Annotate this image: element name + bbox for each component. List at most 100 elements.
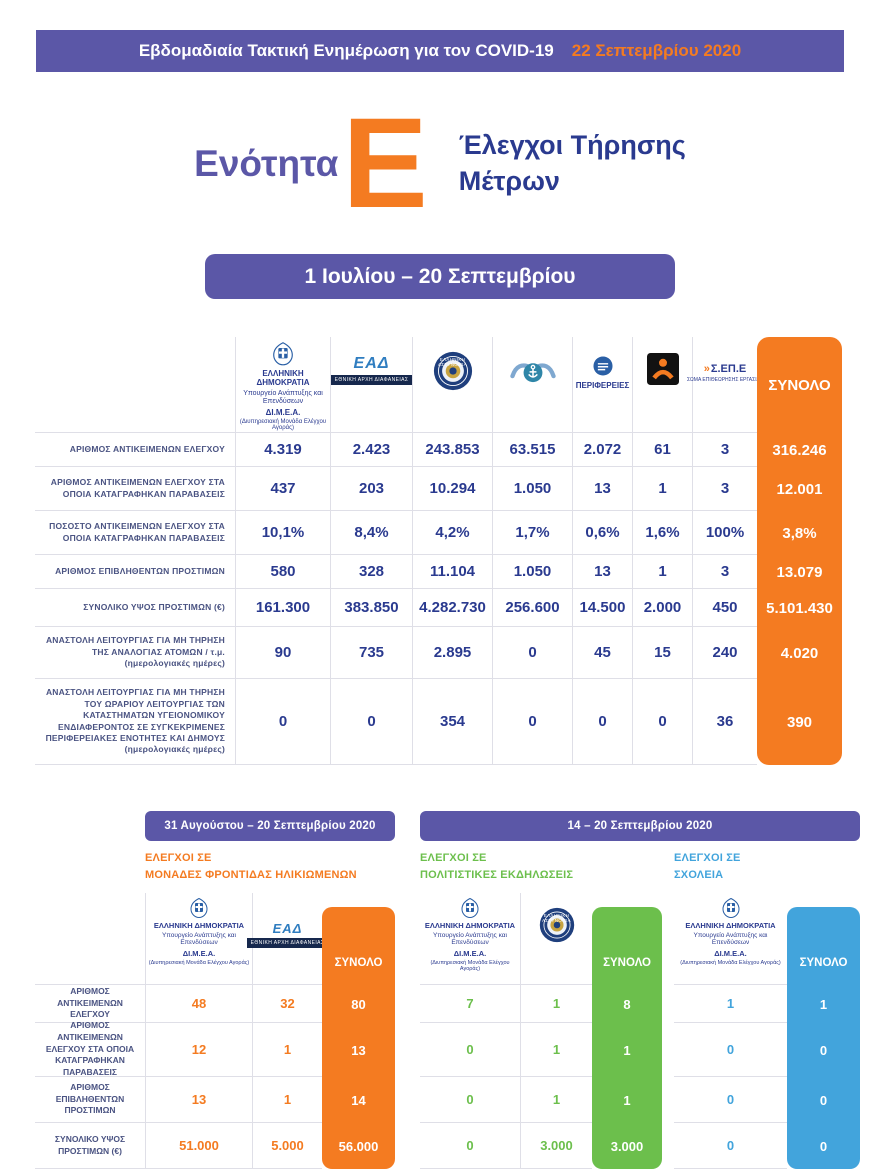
total-cell: 12.001 bbox=[757, 467, 842, 511]
value-cell: 1,6% bbox=[632, 511, 692, 555]
group-heading-cultural: ΕΛΕΓΧΟΙ ΣΕ ΠΟΛΙΤΙΣΤΙΚΕΣ ΕΚΔΗΛΩΣΕΙΣ bbox=[420, 841, 662, 893]
row-label: ΑΡΙΘΜΟΣ ΕΠΙΒΛΗΘΕΝΤΩΝ ΠΡΟΣΤΙΜΩΝ bbox=[35, 555, 235, 589]
total-cell: 1 bbox=[592, 1023, 662, 1077]
total-cell: 0 bbox=[787, 1023, 860, 1077]
value-cell: 100% bbox=[692, 511, 757, 555]
value-cell: 1 bbox=[520, 985, 592, 1023]
value-cell: 0 bbox=[492, 679, 572, 765]
police-badge: ΕΛΛΗΝΙΚΗ ΑΣΤΥΝΟΜΙΑ bbox=[433, 351, 473, 396]
value-cell: 0,6% bbox=[572, 511, 632, 555]
value-cell: 2.072 bbox=[572, 433, 632, 467]
value-cell: 90 bbox=[235, 627, 330, 679]
elderly-header-ead: ΕΑΔ ΕΘΝΙΚΗ ΑΡΧΗ ΔΙΑΦΑΝΕΙΑΣ bbox=[246, 893, 329, 985]
value-cell: 383.850 bbox=[330, 589, 412, 627]
cultural-header-dimea: ΕΛΛΗΝΙΚΗ ΔΗΜΟΚΡΑΤΙΑ Υπουργείο Ανάπτυξης … bbox=[420, 893, 520, 985]
heading-line2: ΜΟΝΑΔΕΣ ΦΡΟΝΤΙΔΑΣ ΗΛΙΚΙΩΜΕΝΩΝ bbox=[145, 868, 357, 881]
value-cell: 1 bbox=[632, 555, 692, 589]
gap bbox=[395, 985, 420, 1023]
value-cell: 4.319 bbox=[235, 433, 330, 467]
value-cell: 45 bbox=[572, 627, 632, 679]
ead-full-name: ΕΘΝΙΚΗ ΑΡΧΗ ΔΙΑΦΑΝΕΙΑΣ bbox=[246, 938, 329, 948]
org-unit: ΔΙ.Μ.Ε.Α. bbox=[265, 407, 301, 417]
elderly-header-total: ΣΥΝΟΛΟ bbox=[322, 907, 395, 985]
total-cell: 13.079 bbox=[757, 555, 842, 589]
value-cell: 0 bbox=[330, 679, 412, 765]
row-label: ΑΡΙΘΜΟΣ ΑΝΤΙΚΕΙΜΕΝΩΝ ΕΛΕΓΧΟΥ bbox=[35, 433, 235, 467]
column-header-ead: ΕΑΔ ΕΘΝΙΚΗ ΑΡΧΗ ΔΙΑΦΑΝΕΙΑΣ bbox=[330, 337, 413, 433]
regions-emblem-icon bbox=[592, 356, 613, 376]
value-cell: 0 bbox=[492, 627, 572, 679]
value-cell: 0 bbox=[674, 1023, 787, 1077]
heading-line1: ΕΛΕΓΧΟΙ ΣΕ bbox=[420, 852, 487, 864]
gap bbox=[395, 893, 420, 985]
sepe-full-name: ΣΩΜΑ ΕΠΙΘΕΩΡΗΣΗΣ ΕΡΓΑΣΙΑΣ bbox=[686, 377, 764, 383]
bottom-corner bbox=[35, 811, 145, 841]
gap bbox=[395, 1023, 420, 1077]
value-cell: 15 bbox=[632, 627, 692, 679]
value-cell: 1.050 bbox=[492, 555, 572, 589]
total-cell: 8 bbox=[592, 985, 662, 1023]
org-ministry: Υπουργείο Ανάπτυξης και Επενδύσεων bbox=[162, 932, 236, 947]
police-badge-icon bbox=[433, 351, 472, 391]
report-title: Εβδομαδιαία Τακτική Ενημέρωση για τον CO… bbox=[138, 41, 554, 60]
schools-header-dimea: ΕΛΛΗΝΙΚΗ ΔΗΜΟΚΡΑΤΙΑ Υπουργείο Ανάπτυξης … bbox=[674, 893, 787, 985]
labor-inspectorate-logo-icon bbox=[646, 353, 679, 385]
row-label: ΑΡΙΘΜΟΣ ΑΝΤΙΚΕΙΜΕΝΩΝ ΕΛΕΓΧΟΥ bbox=[35, 985, 145, 1023]
value-cell: 243.853 bbox=[412, 433, 492, 467]
gap bbox=[395, 841, 420, 893]
value-cell: 3 bbox=[692, 433, 757, 467]
row-label: ΠΟΣΟΣΤΟ ΑΝΤΙΚΕΙΜΕΝΩΝ ΕΛΕΓΧΟΥ ΣΤΑ ΟΠΟΙΑ Κ… bbox=[35, 511, 235, 555]
value-cell: 0 bbox=[632, 679, 692, 765]
value-cell: 161.300 bbox=[235, 589, 330, 627]
value-cell: 61 bbox=[632, 433, 692, 467]
value-cell: 3 bbox=[692, 555, 757, 589]
hellenic-republic-emblem-icon bbox=[721, 897, 740, 919]
value-cell: 240 bbox=[692, 627, 757, 679]
value-cell: 36 bbox=[692, 679, 757, 765]
heading-line2: ΣΧΟΛΕΙΑ bbox=[674, 868, 724, 881]
gap bbox=[662, 841, 674, 893]
value-cell: 12 bbox=[145, 1023, 252, 1077]
value-cell: 1 bbox=[632, 467, 692, 511]
total-cell: 4.020 bbox=[757, 627, 842, 679]
total-cell: 80 bbox=[322, 985, 395, 1023]
value-cell: 2.895 bbox=[412, 627, 492, 679]
value-cell: 437 bbox=[235, 467, 330, 511]
hellenic-republic-emblem-icon bbox=[273, 342, 293, 366]
column-header-labor bbox=[632, 337, 692, 433]
police-badge-icon bbox=[539, 907, 574, 943]
value-cell: 1,7% bbox=[492, 511, 572, 555]
value-cell: 13 bbox=[572, 467, 632, 511]
ead-logo-icon: ΕΑΔ bbox=[353, 355, 390, 372]
value-cell: 450 bbox=[692, 589, 757, 627]
total-cell: 1 bbox=[787, 985, 860, 1023]
value-cell: 10,1% bbox=[235, 511, 330, 555]
column-header-total: ΣΥΝΟΛΟ bbox=[757, 337, 842, 433]
banner-week-period: 14 – 20 Σεπτεμβρίου 2020 bbox=[420, 811, 860, 841]
row-label: ΑΡΙΘΜΟΣ ΕΠΙΒΛΗΘΕΝΤΩΝ ΠΡΟΣΤΙΜΩΝ bbox=[35, 1077, 145, 1123]
value-cell: 0 bbox=[420, 1077, 520, 1123]
column-header-coastguard bbox=[492, 337, 572, 433]
value-cell: 1 bbox=[674, 985, 787, 1023]
value-cell: 1 bbox=[520, 1023, 592, 1077]
value-cell: 2.000 bbox=[632, 589, 692, 627]
value-cell: 580 bbox=[235, 555, 330, 589]
row-label: ΣΥΝΟΛΙΚΟ ΥΨΟΣ ΠΡΟΣΤΙΜΩΝ (€) bbox=[35, 1123, 145, 1169]
section-header: Ενότητα E Έλεγχοι Τήρησης Μέτρων bbox=[0, 98, 880, 230]
value-cell: 5.000 bbox=[252, 1123, 322, 1169]
group-heading-schools: ΕΛΕΓΧΟΙ ΣΕ ΣΧΟΛΕΙΑ bbox=[674, 841, 860, 893]
org-ministry: Υπουργείο Ανάπτυξης και Επενδύσεων bbox=[433, 932, 507, 947]
hellenic-republic-emblem-icon bbox=[461, 897, 479, 919]
org-name: ΕΛΛΗΝΙΚΗ ΔΗΜΟΚΡΑΤΙΑ bbox=[424, 921, 516, 930]
value-cell: 63.515 bbox=[492, 433, 572, 467]
section-letter-icon: E bbox=[342, 91, 427, 235]
org-unit-full: (Διυπηρεσιακή Μονάδα Ελέγχου Αγοράς) bbox=[680, 959, 781, 966]
main-table-corner bbox=[35, 337, 235, 433]
value-cell: 32 bbox=[252, 985, 322, 1023]
value-cell: 2.423 bbox=[330, 433, 412, 467]
spacer bbox=[35, 841, 145, 893]
value-cell: 1 bbox=[520, 1077, 592, 1123]
value-cell: 3 bbox=[692, 467, 757, 511]
org-unit-full: (Διυπηρεσιακή Μονάδα Ελέγχου Αγοράς) bbox=[239, 418, 327, 432]
value-cell: 1 bbox=[252, 1077, 322, 1123]
